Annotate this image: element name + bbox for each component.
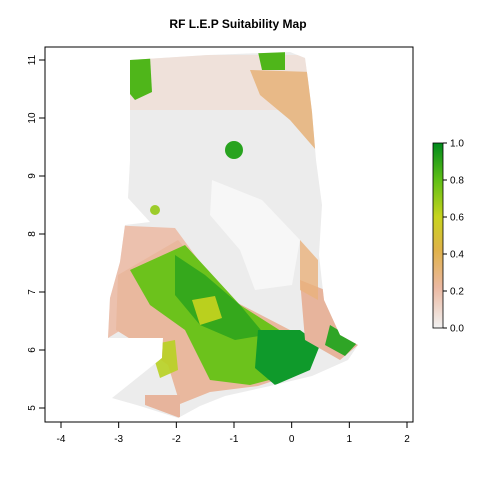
y-tick-label: 7 [27, 289, 38, 295]
y-tick-label: 5 [27, 405, 38, 411]
legend-color-bar [432, 142, 444, 329]
x-tick-label: 1 [347, 434, 353, 445]
legend: 0.0 0.2 0.4 0.6 0.8 1.0 [432, 139, 464, 335]
y-tick-label: 11 [27, 54, 38, 65]
legend-tick-label: 0.0 [450, 324, 464, 335]
x-tick-label: -1 [230, 434, 239, 445]
x-tick-label: -3 [114, 434, 123, 445]
legend-tick-label: 0.8 [450, 176, 464, 187]
y-tick-label: 8 [27, 231, 38, 237]
x-axis: -4 -3 -2 -1 0 1 2 [57, 421, 410, 445]
x-tick-label: -2 [172, 434, 181, 445]
x-tick-label: 2 [404, 434, 410, 445]
x-tick-label: 0 [289, 434, 295, 445]
y-tick-label: 6 [27, 347, 38, 353]
legend-tick-label: 0.4 [450, 250, 464, 261]
y-axis: 5 6 7 8 9 10 11 [27, 54, 46, 411]
map-title: RF L.E.P Suitability Map [169, 17, 306, 31]
legend-tick-label: 0.2 [450, 287, 464, 298]
legend-tick-label: 0.6 [450, 213, 464, 224]
legend-tick-label: 1.0 [450, 139, 464, 150]
x-tick-label: -4 [57, 434, 66, 445]
suitability-raster [108, 52, 358, 418]
y-tick-label: 9 [27, 173, 38, 179]
y-tick-label: 10 [27, 112, 38, 124]
